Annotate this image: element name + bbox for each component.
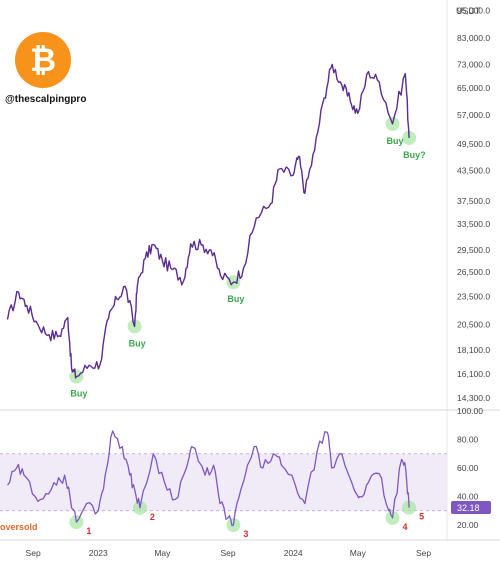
rsi-markers: 1 2 3 4 5	[86, 512, 424, 539]
rsi-tick-label: 40.00	[457, 492, 479, 502]
rsi-marker-number: 5	[419, 512, 424, 522]
time-tick-label: 2024	[284, 548, 303, 558]
rsi-band-area	[0, 453, 447, 511]
price-tick-label: 43,500.0	[457, 165, 490, 175]
price-tick-label: 49,500.0	[457, 139, 490, 149]
price-tick-label: 65,000.0	[457, 83, 490, 93]
time-axis-ticks: Sep 2023 May Sep 2024 May Sep	[26, 548, 432, 558]
price-tick-label: 73,000.0	[457, 59, 490, 69]
price-tick-label: 83,000.0	[457, 33, 490, 43]
price-tick-label: 29,500.0	[457, 245, 490, 255]
price-series-line	[6, 63, 410, 379]
price-tick-label: 26,500.0	[457, 267, 490, 277]
time-tick-label: May	[350, 548, 367, 558]
price-axis-ticks: 95,000.0 83,000.0 73,000.0 65,000.0 57,000.0…	[457, 6, 490, 404]
price-tick-label: 14,300.0	[457, 393, 490, 403]
time-tick-label: Sep	[26, 548, 41, 558]
rsi-marker-number: 3	[243, 529, 248, 539]
oversold-label: oversold	[0, 522, 38, 532]
buy-annotation-label: Buy	[387, 136, 404, 146]
price-tick-label: 20,500.0	[457, 319, 490, 329]
price-tick-label: 33,500.0	[457, 219, 490, 229]
rsi-band	[0, 453, 447, 512]
price-tick-label: 37,500.0	[457, 196, 490, 206]
rsi-tick-label: 20.00	[457, 520, 479, 530]
rsi-marker-number: 2	[150, 512, 155, 522]
price-tick-label: 57,000.0	[457, 110, 490, 120]
rsi-value-badge	[451, 501, 491, 514]
price-tick-label: 16,100.0	[457, 369, 490, 379]
bitcoin-logo-icon	[15, 32, 71, 88]
buy-annotation-label: Buy?	[403, 150, 426, 160]
price-axis-background	[447, 0, 500, 567]
time-tick-label: May	[154, 548, 171, 558]
price-tick-label: 18,100.0	[457, 345, 490, 355]
time-tick-label: Sep	[416, 548, 431, 558]
price-tick-label: 23,500.0	[457, 292, 490, 302]
rsi-series-line	[6, 430, 410, 527]
buy-annotation-label: Buy	[70, 388, 87, 398]
currency-label: USDT	[456, 6, 481, 16]
rsi-marker-number: 4	[403, 522, 408, 532]
rsi-tick-label: 80.00	[457, 435, 479, 445]
time-tick-label: 2023	[89, 548, 108, 558]
rsi-axis-ticks: 100.00 80.00 60.00 40.00 20.00	[457, 406, 483, 530]
buy-annotation-label: Buy	[227, 294, 244, 304]
rsi-marker-number: 1	[86, 526, 91, 536]
rsi-tick-label: 60.00	[457, 463, 479, 473]
buy-annotation-label: Buy	[129, 338, 146, 348]
rsi-tick-label: 100.00	[457, 406, 483, 416]
rsi-value-text: 32.18	[457, 503, 480, 513]
time-tick-label: Sep	[220, 548, 235, 558]
buy-annotations: Buy Buy Buy Buy Buy?	[70, 136, 425, 399]
author-handle: @thescalpingpro	[5, 94, 86, 105]
bitcoin-logo-glyph: ₿	[30, 42, 56, 78]
price-tick-label: 95,000.0	[457, 6, 490, 16]
